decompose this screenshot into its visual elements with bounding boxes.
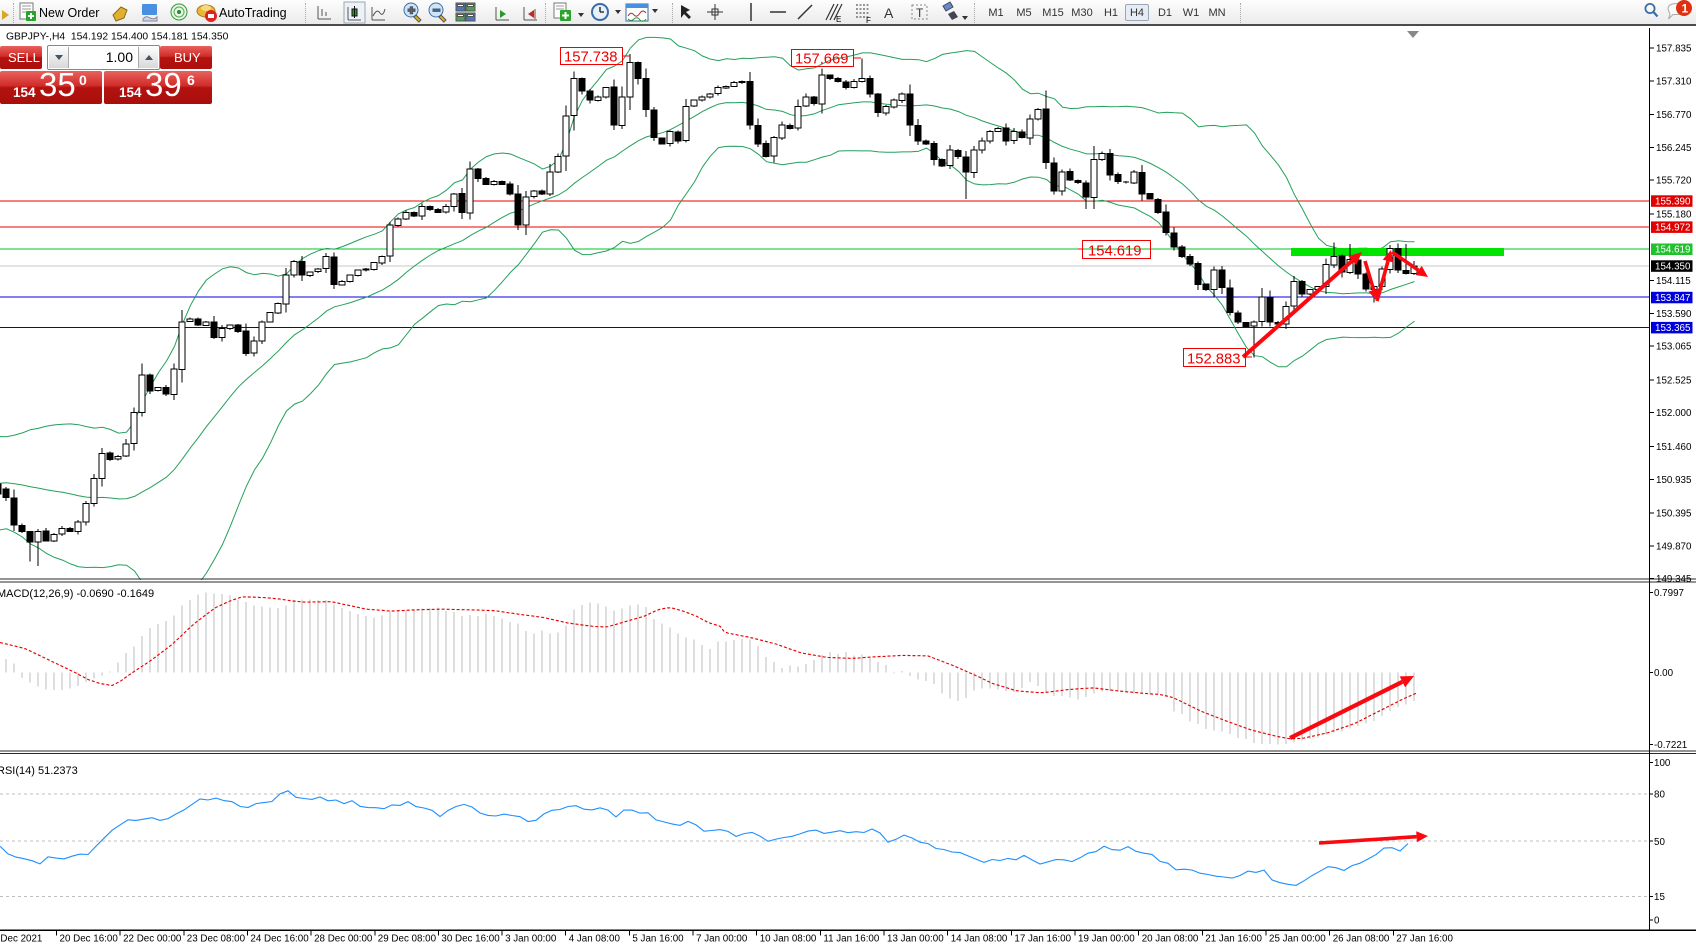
svg-text:E: E	[836, 15, 841, 24]
svg-text:155.180: 155.180	[1656, 209, 1692, 220]
svg-text:14 Jan 08:00: 14 Jan 08:00	[951, 934, 1008, 945]
svg-text:149.345: 149.345	[1656, 574, 1692, 585]
svg-text:21 Jan 16:00: 21 Jan 16:00	[1205, 934, 1262, 945]
svg-text:New Order: New Order	[39, 6, 99, 20]
svg-text:151.460: 151.460	[1656, 442, 1692, 453]
svg-text:0.7997: 0.7997	[1654, 588, 1684, 599]
svg-text:28 Dec 00:00: 28 Dec 00:00	[314, 934, 373, 945]
svg-text:F: F	[866, 16, 871, 25]
svg-text:157.669: 157.669	[795, 52, 849, 68]
svg-text:152.000: 152.000	[1656, 408, 1692, 419]
svg-text:1: 1	[1682, 2, 1689, 16]
svg-text:AutoTrading: AutoTrading	[219, 6, 287, 20]
svg-text:17 Dec 2021: 17 Dec 2021	[0, 934, 42, 945]
svg-text:150.395: 150.395	[1656, 509, 1692, 520]
svg-text:152.525: 152.525	[1656, 375, 1692, 386]
svg-text:150.935: 150.935	[1656, 475, 1692, 486]
svg-text:25 Jan 00:00: 25 Jan 00:00	[1269, 934, 1326, 945]
svg-text:80: 80	[1654, 790, 1665, 801]
svg-text:23 Dec 08:00: 23 Dec 08:00	[187, 934, 246, 945]
svg-text:152.883: 152.883	[1187, 352, 1241, 368]
svg-text:GBPJPY-,H4 154.192 154.400 15: GBPJPY-,H4 154.192 154.400 154.181 154.3…	[6, 32, 229, 43]
svg-text:T: T	[916, 6, 924, 20]
svg-text:4 Jan 08:00: 4 Jan 08:00	[569, 934, 621, 945]
svg-text:153.065: 153.065	[1656, 342, 1692, 353]
svg-text:RSI(14) 51.2373: RSI(14) 51.2373	[0, 765, 78, 777]
svg-text:157.310: 157.310	[1656, 76, 1692, 87]
svg-text:-0.7221: -0.7221	[1654, 740, 1687, 751]
svg-text:19 Jan 00:00: 19 Jan 00:00	[1078, 934, 1135, 945]
svg-text:153.590: 153.590	[1656, 309, 1692, 320]
svg-text:153.847: 153.847	[1655, 293, 1690, 304]
svg-text:29 Dec 08:00: 29 Dec 08:00	[378, 934, 437, 945]
svg-text:27 Jan 16:00: 27 Jan 16:00	[1396, 934, 1453, 945]
svg-text:22 Dec 00:00: 22 Dec 00:00	[123, 934, 182, 945]
svg-text:20 Jan 08:00: 20 Jan 08:00	[1142, 934, 1199, 945]
svg-text:156.245: 156.245	[1656, 143, 1692, 154]
svg-text:153.365: 153.365	[1655, 323, 1691, 334]
svg-text:17 Jan 16:00: 17 Jan 16:00	[1014, 934, 1071, 945]
svg-text:11 Jan 16:00: 11 Jan 16:00	[823, 934, 879, 945]
svg-text:154.972: 154.972	[1655, 222, 1690, 233]
svg-text:157.835: 157.835	[1656, 44, 1692, 55]
svg-text:156.770: 156.770	[1656, 110, 1692, 121]
svg-text:20 Dec 16:00: 20 Dec 16:00	[60, 934, 119, 945]
svg-text:149.870: 149.870	[1656, 541, 1692, 552]
svg-text:154.619: 154.619	[1088, 244, 1142, 260]
svg-text:154.115: 154.115	[1656, 276, 1691, 287]
svg-text:26 Jan 08:00: 26 Jan 08:00	[1333, 934, 1390, 945]
svg-text:10 Jan 08:00: 10 Jan 08:00	[760, 934, 817, 945]
svg-text:13 Jan 00:00: 13 Jan 00:00	[887, 934, 944, 945]
svg-text:15: 15	[1654, 892, 1665, 903]
svg-text:0: 0	[1654, 916, 1660, 927]
svg-text:7 Jan 00:00: 7 Jan 00:00	[696, 934, 748, 945]
svg-text:A: A	[884, 5, 894, 21]
svg-text:50: 50	[1654, 837, 1665, 848]
svg-text:0.00: 0.00	[1654, 668, 1674, 679]
svg-text:154.619: 154.619	[1655, 245, 1690, 256]
svg-text:5 Jan 16:00: 5 Jan 16:00	[632, 934, 684, 945]
svg-text:155.390: 155.390	[1655, 196, 1691, 207]
svg-text:100: 100	[1654, 758, 1671, 769]
svg-text:MACD(12,26,9) -0.0690 -0.1649: MACD(12,26,9) -0.0690 -0.1649	[0, 588, 154, 600]
svg-text:155.720: 155.720	[1656, 176, 1692, 187]
svg-text:154.350: 154.350	[1655, 261, 1691, 272]
svg-text:3 Jan 00:00: 3 Jan 00:00	[505, 934, 557, 945]
svg-text:24 Dec 16:00: 24 Dec 16:00	[250, 934, 309, 945]
svg-text:157.738: 157.738	[564, 50, 618, 66]
svg-text:30 Dec 16:00: 30 Dec 16:00	[441, 934, 500, 945]
